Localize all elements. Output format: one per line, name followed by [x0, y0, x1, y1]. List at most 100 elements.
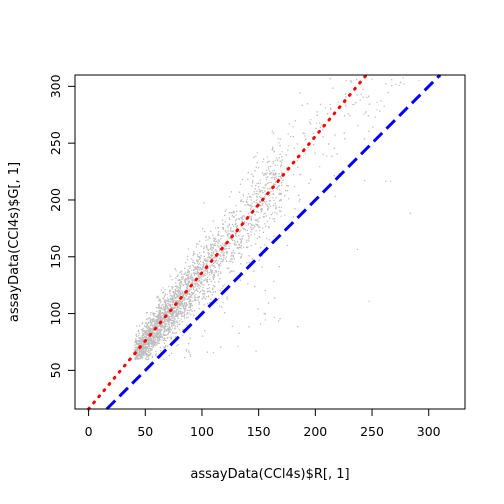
data-point — [313, 144, 315, 146]
data-point — [145, 326, 147, 328]
data-point — [261, 190, 263, 192]
data-point — [288, 123, 291, 125]
data-point — [228, 245, 230, 247]
data-point — [337, 101, 339, 103]
data-point — [235, 231, 237, 233]
data-point — [230, 258, 232, 260]
data-point — [237, 345, 239, 347]
data-point — [151, 336, 153, 338]
data-point — [246, 201, 248, 203]
data-point — [262, 192, 264, 194]
data-point — [274, 297, 276, 299]
data-point — [176, 306, 178, 308]
data-point — [242, 246, 245, 248]
data-point — [147, 332, 149, 334]
x-tick-label: 250 — [360, 424, 384, 439]
data-point — [175, 277, 177, 279]
data-point — [200, 277, 202, 279]
data-point — [164, 319, 166, 321]
data-point — [260, 211, 262, 213]
data-point — [227, 225, 229, 227]
data-point — [183, 296, 185, 298]
data-point — [210, 298, 212, 300]
data-point — [192, 261, 194, 263]
data-point — [201, 268, 203, 270]
data-point — [174, 311, 176, 313]
data-point — [188, 281, 190, 283]
data-point — [230, 191, 232, 193]
data-point — [196, 283, 198, 285]
data-point — [157, 342, 159, 344]
data-point — [162, 318, 164, 320]
data-point — [169, 316, 171, 318]
data-point — [141, 355, 143, 357]
data-point — [172, 309, 174, 311]
data-point — [162, 325, 164, 327]
data-point — [196, 259, 198, 261]
data-point — [280, 210, 282, 212]
data-point — [191, 282, 193, 284]
data-point — [163, 318, 165, 320]
data-point — [193, 282, 195, 284]
data-point — [163, 339, 165, 342]
data-point — [154, 325, 156, 327]
data-point — [247, 178, 249, 180]
data-point — [145, 322, 147, 324]
data-point — [174, 297, 176, 300]
data-point — [150, 352, 152, 354]
reference-lines — [87, 73, 442, 411]
data-point — [334, 195, 336, 197]
data-point — [159, 317, 161, 319]
data-point — [141, 339, 143, 341]
data-point — [191, 280, 193, 282]
data-point — [196, 280, 198, 282]
data-point — [242, 193, 244, 195]
data-point — [214, 238, 216, 240]
data-point — [149, 330, 151, 332]
data-point — [259, 196, 262, 198]
data-point — [187, 276, 189, 278]
data-point — [246, 199, 248, 201]
data-point — [211, 249, 213, 251]
data-point — [203, 274, 205, 276]
data-point — [135, 350, 137, 352]
data-point — [211, 294, 213, 296]
data-point — [163, 308, 165, 310]
data-point — [264, 223, 266, 225]
data-point — [167, 327, 169, 329]
data-point — [157, 320, 159, 322]
data-point — [142, 322, 144, 324]
data-point — [310, 119, 312, 121]
data-point — [145, 346, 148, 348]
data-point — [246, 262, 248, 264]
data-point — [172, 316, 174, 318]
data-point — [224, 214, 226, 216]
data-point — [297, 326, 299, 328]
data-point — [178, 295, 180, 297]
data-point — [150, 341, 152, 343]
data-point — [178, 290, 180, 292]
data-point — [210, 230, 212, 232]
data-point — [345, 79, 347, 82]
data-point — [140, 354, 142, 356]
data-point — [198, 272, 200, 274]
data-point — [135, 338, 137, 340]
data-point — [148, 331, 150, 333]
data-point — [135, 340, 138, 342]
data-point — [285, 154, 287, 156]
data-point — [194, 286, 196, 288]
data-point — [253, 156, 255, 158]
data-point — [218, 234, 220, 236]
data-point — [160, 328, 162, 330]
data-point — [220, 258, 222, 260]
data-point — [221, 246, 223, 248]
data-point — [171, 298, 173, 300]
data-point — [179, 320, 181, 322]
data-point — [144, 333, 146, 335]
data-point — [222, 226, 224, 229]
data-point — [159, 332, 161, 334]
data-point — [177, 294, 179, 296]
data-point — [145, 346, 147, 349]
data-point — [189, 296, 191, 298]
data-point — [244, 221, 246, 223]
